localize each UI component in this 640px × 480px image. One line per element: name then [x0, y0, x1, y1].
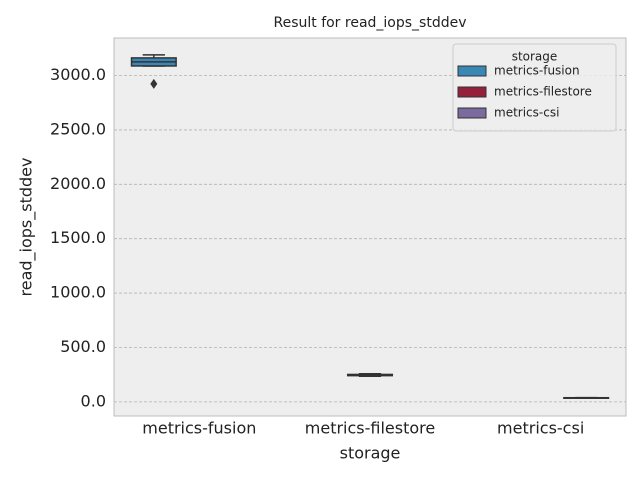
y-axis-label: read_iops_stddev [17, 158, 37, 297]
marks [130, 54, 610, 399]
grid: 0.0 500.0 1000.0 1500.0 2000.0 2500.0 3000.0 me… [50, 65, 626, 438]
legend-title: storage [512, 50, 558, 64]
x-tick-label: metrics-filestore [305, 419, 435, 438]
x-tick-label: metrics-fusion [142, 419, 256, 438]
legend-label: metrics-fusion [494, 64, 580, 78]
y-tick-label: 2500.0 [50, 119, 106, 138]
outlier [150, 78, 158, 89]
legend-swatch [457, 107, 487, 119]
legend-box [452, 43, 617, 132]
y-tick-label: 3000.0 [50, 65, 106, 84]
legend-label: metrics-csi [494, 106, 559, 120]
y-tick-label: 1000.0 [50, 283, 106, 302]
y-tick-label: 0.0 [81, 391, 106, 410]
legend-swatch [457, 86, 487, 98]
y-tick-label: 1500.0 [50, 228, 106, 247]
legend-label: metrics-filestore [494, 85, 592, 99]
y-tick-label: 500.0 [60, 337, 106, 356]
legend-swatch [457, 65, 487, 77]
x-tick-label: metrics-csi [497, 419, 584, 438]
axes-frame [113, 37, 627, 417]
y-tick-label: 2000.0 [50, 174, 106, 193]
chart-title: Result for read_iops_stddev [273, 15, 466, 31]
x-axis-label: storage [340, 444, 401, 463]
